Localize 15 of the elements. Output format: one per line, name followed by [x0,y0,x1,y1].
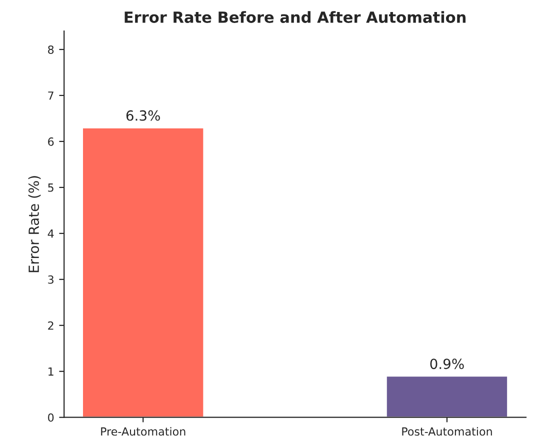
data-label: 0.9% [430,358,464,370]
y-tick-label: 6 [48,137,54,146]
y-tick-label: 7 [48,92,54,100]
y-axis-title: Error Rate (%) [28,176,41,272]
y-tick-label: 5 [48,184,54,192]
data-label: 6.3% [126,110,160,121]
y-tick-label: 8 [48,45,54,54]
x-tick-label: Pre-Automation [101,427,186,436]
chart-title: Error Rate Before and After Automation [124,11,466,23]
y-tick-label: 4 [48,230,54,238]
y-tick-label: 2 [48,321,54,330]
y-tick-label: 0 [48,413,54,422]
y-tick-label: 3 [48,275,54,284]
y-tick-label: 1 [48,367,54,376]
x-tick-label: Post-Automation [402,427,492,436]
